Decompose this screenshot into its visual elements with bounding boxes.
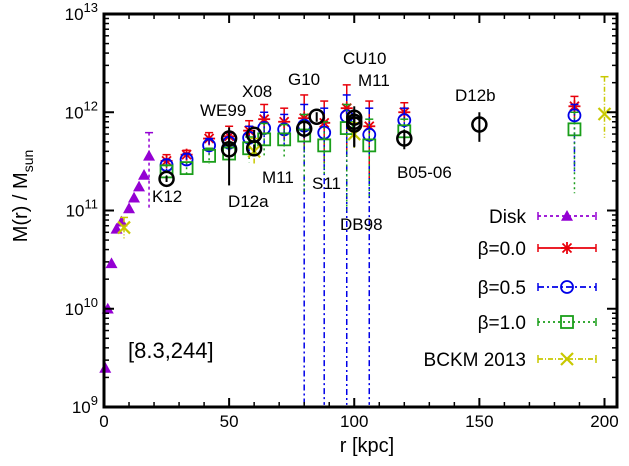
legend-marker: [560, 280, 574, 294]
y-axis-label-subscript: sun: [20, 150, 36, 173]
obs-point: [295, 120, 313, 137]
data-point: [202, 138, 217, 153]
legend-marker: [560, 352, 574, 366]
obs-label: M11: [358, 71, 390, 90]
obs-point: [158, 170, 175, 188]
y-axis-label-main: M(r) / M: [10, 172, 32, 242]
data-point: [567, 108, 582, 123]
y-tick-label: 1010: [65, 295, 98, 319]
obs-label: K12: [152, 187, 182, 206]
data-point: [128, 191, 141, 203]
observations-layer: [158, 106, 488, 188]
obs-label: D12a: [228, 192, 269, 211]
legend-label: β=0.0: [478, 239, 526, 260]
data-point: [115, 215, 128, 227]
data-point: [105, 257, 118, 269]
obs-label: B05-06: [397, 163, 452, 182]
legend-label: Disk: [489, 207, 526, 228]
x-tick-label: 0: [99, 412, 108, 431]
obs-label: CU10: [343, 49, 386, 68]
legend-label: β=1.0: [478, 313, 526, 334]
data-point: [138, 168, 151, 180]
y-tick-label: 1013: [65, 0, 98, 24]
obs-point: [308, 108, 325, 125]
y-tick-label: 1011: [66, 197, 98, 221]
obs-label: WE99: [200, 101, 246, 120]
obs-label: DB98: [340, 215, 383, 234]
obs-label: G10: [288, 70, 320, 89]
data-point: [567, 122, 582, 137]
obs-point: [471, 116, 488, 133]
legend-label: BCKM 2013: [424, 350, 526, 371]
x-axis-label: r [kpc]: [340, 435, 394, 457]
y-tick-label: 1012: [65, 98, 98, 122]
series-3: [159, 103, 582, 211]
data-point: [597, 107, 612, 121]
data-point: [117, 220, 131, 235]
x-tick-label: 50: [220, 412, 239, 431]
y-tick-label: 109: [72, 393, 98, 417]
x-tick-label: 200: [590, 412, 618, 431]
legend-marker: [561, 242, 573, 254]
data-point: [133, 180, 146, 192]
series-0: [99, 131, 156, 373]
data-point: [143, 149, 156, 161]
obs-label: M11: [262, 168, 294, 187]
annotation-layer: K12 WE99 D12a X08 M11 G10 S11 CU10 M11 DB98 B05-06…: [152, 49, 496, 234]
data-point: [317, 138, 332, 153]
legend-marker: [560, 315, 574, 329]
obs-point: [396, 130, 413, 147]
x-tick-label: 100: [340, 412, 368, 431]
data-point: [202, 148, 217, 163]
x-tick-label: 150: [465, 412, 493, 431]
data-point: [123, 202, 136, 214]
legend-marker: [561, 210, 573, 221]
data-point: [362, 138, 377, 153]
obs-label: D12b: [455, 86, 496, 105]
parameter-box-label: [8.3,244]: [128, 338, 214, 363]
data-point: [397, 113, 412, 128]
obs-label: X08: [242, 82, 272, 101]
legend-label: β=0.5: [478, 278, 526, 299]
obs-point: [345, 116, 363, 133]
y-axis-label: M(r) / Msun: [10, 150, 36, 243]
data-point: [179, 161, 194, 176]
obs-point: [220, 141, 238, 158]
data-point: [277, 132, 292, 147]
obs-label: S11: [312, 174, 341, 193]
legend: Disk β=0.0 β=0.5 β=1.0 BCKM 2013: [424, 207, 597, 371]
data-point: [179, 152, 194, 167]
obs-point: [245, 140, 263, 157]
ticks-layer: 0 50 100 150 200 109 1010 1011 1012 1013: [65, 0, 619, 431]
